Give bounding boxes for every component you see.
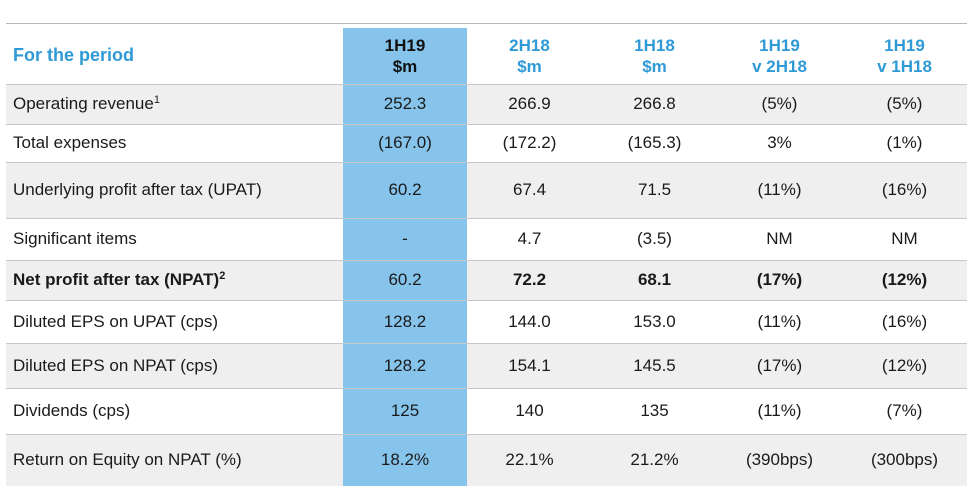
- table-row: Return on Equity on NPAT (%) 18.2% 22.1%…: [6, 434, 967, 486]
- table-cell: 4.7: [467, 218, 592, 261]
- table-cell: (5%): [717, 84, 842, 125]
- column-header-line2: $m: [517, 56, 542, 76]
- table-cell: (3.5): [592, 218, 717, 261]
- table-cell: (1%): [842, 124, 967, 163]
- table-cell: (300bps): [842, 434, 967, 486]
- table-cell: 72.2: [467, 260, 592, 301]
- table-cell: 18.2%: [343, 434, 467, 486]
- row-label: Diluted EPS on NPAT (cps): [6, 343, 343, 389]
- table-cell: (167.0): [343, 124, 467, 163]
- column-header-line2: v 2H18: [752, 56, 807, 76]
- table-cell: 135: [592, 388, 717, 435]
- table-cell: (11%): [717, 300, 842, 344]
- table-cell: 125: [343, 388, 467, 435]
- table-cell: (12%): [842, 260, 967, 301]
- table-cell: (7%): [842, 388, 967, 435]
- table-row: Total expenses (167.0) (172.2) (165.3) 3…: [6, 124, 967, 163]
- table-cell: 128.2: [343, 343, 467, 389]
- table-row: Diluted EPS on NPAT (cps) 128.2 154.1 14…: [6, 343, 967, 389]
- table-row: Operating revenue1 252.3 266.9 266.8 (5%…: [6, 84, 967, 125]
- table-cell: 144.0: [467, 300, 592, 344]
- table-cell: (17%): [717, 260, 842, 301]
- column-header-line1: 1H19: [884, 35, 925, 55]
- header-row: For the period 1H19 $m 2H18 $m 1H18 $m 1…: [6, 28, 967, 85]
- table-cell: 21.2%: [592, 434, 717, 486]
- table-cell: 266.9: [467, 84, 592, 125]
- table-cell: NM: [842, 218, 967, 261]
- table-cell: NM: [717, 218, 842, 261]
- table-cell: 67.4: [467, 162, 592, 219]
- column-header-line1: 1H19: [384, 35, 426, 55]
- row-label: Diluted EPS on UPAT (cps): [6, 300, 343, 344]
- column-header-line1: 1H19: [759, 35, 800, 55]
- table-cell: 68.1: [592, 260, 717, 301]
- column-header-1h19: 1H19 $m: [343, 28, 467, 85]
- table-row: Significant items - 4.7 (3.5) NM NM: [6, 218, 967, 261]
- column-header-line2: $m: [392, 56, 418, 76]
- table-cell: 128.2: [343, 300, 467, 344]
- table-cell: (172.2): [467, 124, 592, 163]
- table-cell: (11%): [717, 388, 842, 435]
- table-cell: (390bps): [717, 434, 842, 486]
- table-row: Underlying profit after tax (UPAT) 60.2 …: [6, 162, 967, 219]
- table-cell: (11%): [717, 162, 842, 219]
- row-label: Significant items: [6, 218, 343, 261]
- table-cell: (12%): [842, 343, 967, 389]
- column-header-vs-1h18: 1H19 v 1H18: [842, 28, 967, 85]
- table-row: Dividends (cps) 125 140 135 (11%) (7%): [6, 388, 967, 435]
- row-label: Return on Equity on NPAT (%): [6, 434, 343, 486]
- footnote-marker: 2: [219, 270, 226, 282]
- table-row: Diluted EPS on UPAT (cps) 128.2 144.0 15…: [6, 300, 967, 344]
- row-label: Total expenses: [6, 124, 343, 163]
- table-cell: 266.8: [592, 84, 717, 125]
- column-header-line2: v 1H18: [877, 56, 932, 76]
- column-header-line2: $m: [642, 56, 667, 76]
- table-cell: 60.2: [343, 260, 467, 301]
- row-label: Underlying profit after tax (UPAT): [6, 162, 343, 219]
- table-cell: 153.0: [592, 300, 717, 344]
- table-cell: (165.3): [592, 124, 717, 163]
- table-cell: 22.1%: [467, 434, 592, 486]
- top-rule: [6, 23, 967, 24]
- header-label: For the period: [6, 28, 343, 85]
- financial-summary-table: For the period 1H19 $m 2H18 $m 1H18 $m 1…: [6, 28, 967, 486]
- column-header-1h18: 1H18 $m: [592, 28, 717, 85]
- row-label: Operating revenue1: [6, 84, 343, 125]
- table-cell: 140: [467, 388, 592, 435]
- table-cell: 60.2: [343, 162, 467, 219]
- table-cell: 3%: [717, 124, 842, 163]
- column-header-line1: 2H18: [509, 35, 550, 55]
- row-label: Dividends (cps): [6, 388, 343, 435]
- table-cell: 154.1: [467, 343, 592, 389]
- table-cell: (16%): [842, 162, 967, 219]
- column-header-2h18: 2H18 $m: [467, 28, 592, 85]
- table-cell: (16%): [842, 300, 967, 344]
- table-row: Net profit after tax (NPAT)2 60.2 72.2 6…: [6, 260, 967, 301]
- column-header-vs-2h18: 1H19 v 2H18: [717, 28, 842, 85]
- table-cell: -: [343, 218, 467, 261]
- table-cell: 71.5: [592, 162, 717, 219]
- column-header-line1: 1H18: [634, 35, 675, 55]
- footnote-marker: 1: [153, 94, 160, 106]
- table-cell: (17%): [717, 343, 842, 389]
- row-label: Net profit after tax (NPAT)2: [6, 260, 343, 301]
- table-cell: (5%): [842, 84, 967, 125]
- table-cell: 145.5: [592, 343, 717, 389]
- table-cell: 252.3: [343, 84, 467, 125]
